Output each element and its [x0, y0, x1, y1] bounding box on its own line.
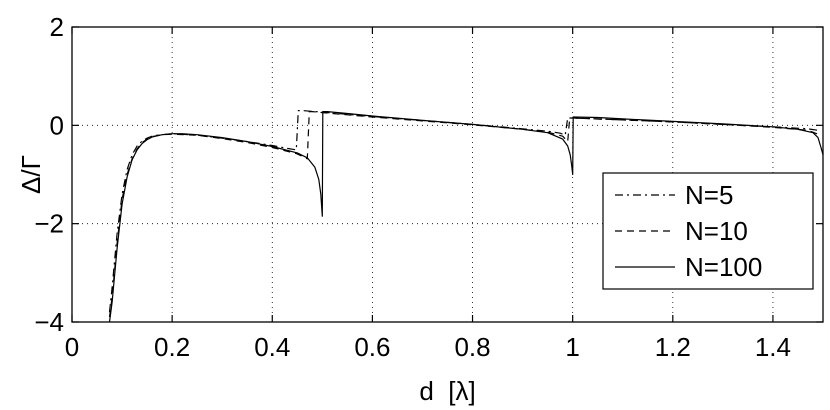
x-tick-label: 0.6: [354, 332, 390, 362]
y-tick-label: 2: [50, 12, 64, 42]
x-tick-label: 1.4: [755, 332, 791, 362]
x-tick-label: 0: [65, 332, 79, 362]
legend: N=5 N=10 N=100: [602, 172, 814, 290]
y-axis-label: Δ/Γ: [16, 155, 46, 194]
x-tick-label: 0.8: [454, 332, 490, 362]
x-tick-label: 0.4: [254, 332, 290, 362]
series-line-n-5: [108, 109, 819, 313]
y-tick-label: −4: [34, 307, 64, 337]
y-tick-label: 0: [50, 110, 64, 140]
x-tick-label: 1: [565, 332, 579, 362]
series-line-n-100: [108, 110, 824, 323]
axis-ticks: 0 0.2 0.4 0.6 0.8 1 1.2 1.4 −4 −2 0 2: [34, 12, 823, 362]
legend-label: N=10: [685, 216, 748, 246]
legend-box: [602, 172, 814, 290]
plot-series: [108, 109, 824, 323]
x-tick-label: 0.2: [154, 332, 190, 362]
x-tick-label: 1.2: [655, 332, 691, 362]
x-axis-label: d [λ]: [419, 376, 475, 406]
plot-frame: [71, 26, 824, 323]
legend-label: N=5: [685, 180, 733, 210]
legend-label: N=100: [685, 252, 762, 282]
y-tick-label: −2: [34, 209, 64, 239]
